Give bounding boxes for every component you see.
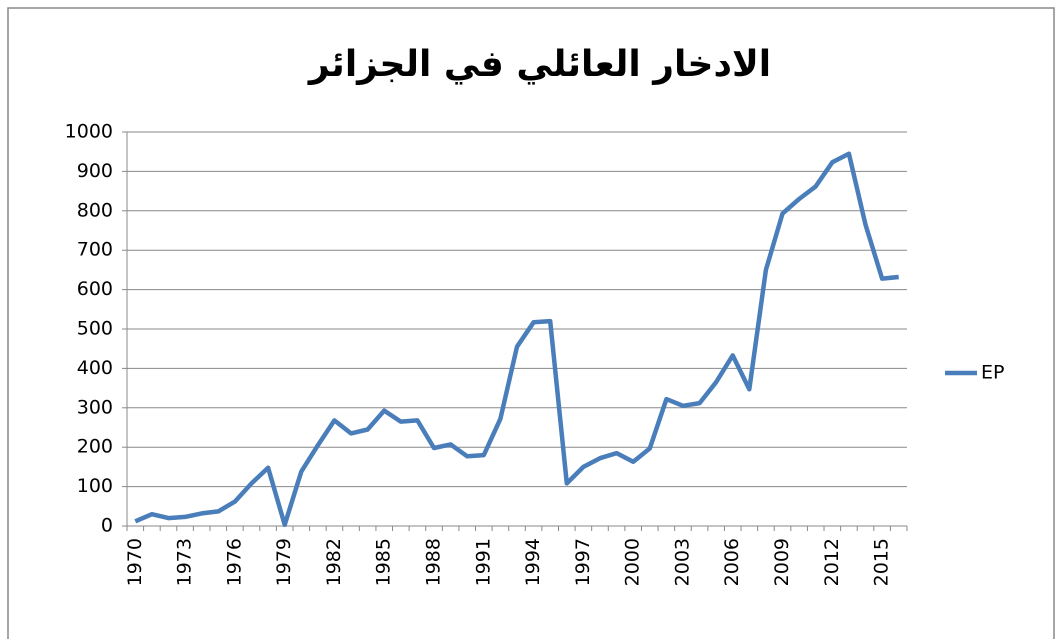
x-tick-label: 1985 <box>373 538 395 586</box>
x-tick-label: 1973 <box>174 538 196 586</box>
y-tick-label: 600 <box>77 278 113 300</box>
x-tick-label: 2009 <box>771 538 793 586</box>
x-tick-label: 1991 <box>472 538 494 586</box>
x-tick-label: 2015 <box>871 538 893 586</box>
x-tick-label: 2003 <box>671 538 693 586</box>
y-tick-label: 400 <box>77 357 113 379</box>
x-tick-label: 2000 <box>622 538 644 586</box>
y-tick-label: 0 <box>101 515 113 537</box>
y-tick-label: 200 <box>77 436 113 458</box>
y-tick-label: 800 <box>77 199 113 221</box>
x-tick-label: 1994 <box>522 538 544 586</box>
legend-label: EP <box>981 362 1004 384</box>
y-tick-label: 900 <box>77 160 113 182</box>
y-tick-label: 700 <box>77 239 113 261</box>
x-tick-label: 2006 <box>721 538 743 586</box>
x-tick-label: 1988 <box>423 538 445 586</box>
chart-title: الادخار العائلي في الجزائر <box>307 44 771 85</box>
x-tick-label: 1979 <box>273 538 295 586</box>
x-tick-label: 1982 <box>323 538 345 586</box>
data-line <box>134 151 899 528</box>
x-tick-label: 1970 <box>124 538 146 586</box>
y-tick-label: 100 <box>77 475 113 497</box>
y-tick-label: 300 <box>77 396 113 418</box>
y-tick-label: 500 <box>77 318 113 340</box>
x-tick-label: 1997 <box>572 538 594 586</box>
x-tick-label: 1976 <box>223 538 245 586</box>
y-tick-label: 1000 <box>65 121 113 143</box>
x-tick-label: 2012 <box>821 538 843 586</box>
